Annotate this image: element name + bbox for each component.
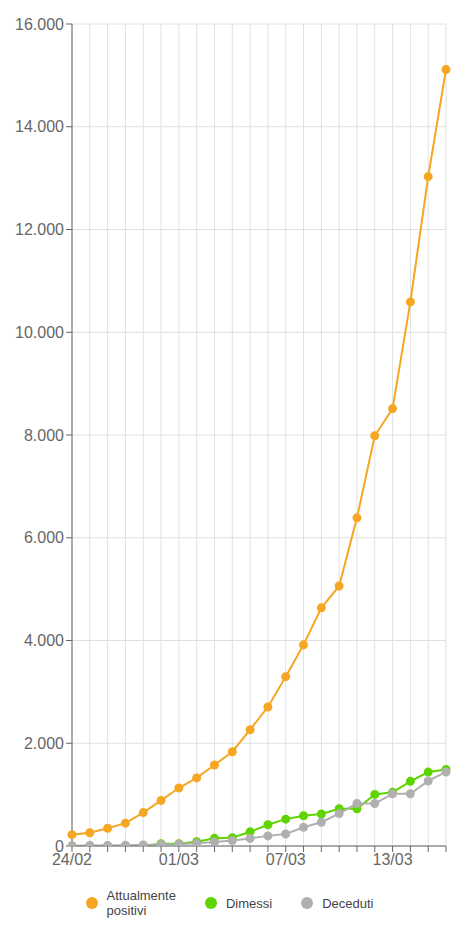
svg-text:01/03: 01/03: [159, 851, 199, 868]
html-text:Dimessi: Dimessi: [225, 895, 273, 911]
svg-text:4.000: 4.000: [24, 632, 64, 649]
svg-text:13/03: 13/03: [373, 851, 413, 868]
svg-text:6.000: 6.000: [24, 529, 64, 546]
svg-text:16.000: 16.000: [15, 16, 64, 33]
svg-text:10.000: 10.000: [15, 324, 64, 341]
svg-text:07/03: 07/03: [266, 851, 306, 868]
svg-text:14.000: 14.000: [15, 118, 64, 135]
svg-text:0: 0: [55, 838, 64, 855]
svg-text:2.000: 2.000: [24, 735, 64, 752]
html-text:positivi: positivi: [106, 903, 147, 918]
svg-text:24/02: 24/02: [52, 851, 92, 869]
html-text:Attualmente: Attualmente: [106, 888, 176, 903]
svg-text:8.000: 8.000: [24, 427, 64, 444]
svg-text:12.000: 12.000: [15, 221, 64, 238]
html-text:Deceduti: Deceduti: [322, 895, 374, 911]
